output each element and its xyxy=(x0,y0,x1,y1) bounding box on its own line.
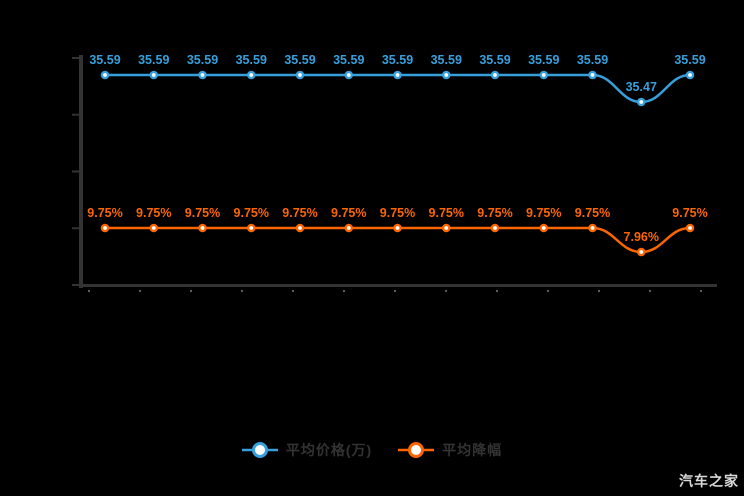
legend-item-1[interactable]: 平均降幅 xyxy=(398,440,502,460)
x-axis-tick xyxy=(393,289,397,293)
data-point-center xyxy=(688,226,692,230)
data-label: 9.75% xyxy=(672,206,707,220)
x-axis-tick xyxy=(495,289,499,293)
data-label: 35.59 xyxy=(577,53,608,67)
x-axis-tick xyxy=(189,289,193,293)
x-axis-tick xyxy=(87,289,91,293)
data-point-center xyxy=(200,226,205,230)
data-point-center xyxy=(590,73,595,77)
data-label: 35.59 xyxy=(382,53,413,67)
data-point-center xyxy=(493,226,497,230)
data-label: 9.75% xyxy=(575,206,610,220)
data-label: 9.75% xyxy=(136,206,171,220)
data-label: 35.47 xyxy=(626,80,657,94)
data-label: 35.59 xyxy=(138,53,169,67)
data-point-center xyxy=(639,250,644,254)
data-label: 9.75% xyxy=(282,206,317,220)
data-label: 9.75% xyxy=(185,206,220,220)
data-label: 9.75% xyxy=(429,206,464,220)
data-label: 35.59 xyxy=(479,53,510,67)
watermark: 汽车之家 xyxy=(679,473,739,489)
x-axis-tick xyxy=(342,289,346,293)
data-label: 9.75% xyxy=(380,206,415,220)
data-point-center xyxy=(444,226,449,230)
data-label: 35.59 xyxy=(333,53,364,67)
data-point-center xyxy=(493,73,497,77)
data-point-center xyxy=(590,226,595,230)
data-point-center xyxy=(249,226,254,230)
data-label: 35.59 xyxy=(284,53,315,67)
x-axis-tick xyxy=(291,289,295,293)
data-point-center xyxy=(541,73,546,77)
series-line-1 xyxy=(103,226,692,254)
x-axis-tick xyxy=(546,289,550,293)
data-point-center xyxy=(298,73,302,77)
x-axis-tick xyxy=(240,289,244,293)
data-point-center xyxy=(395,73,400,77)
data-point-center xyxy=(249,73,254,77)
data-label: 9.75% xyxy=(526,206,561,220)
data-point-center xyxy=(346,226,351,230)
x-axis-tick xyxy=(138,289,142,293)
x-axis-tick xyxy=(444,289,448,293)
data-label: 9.75% xyxy=(234,206,269,220)
x-axis-tick xyxy=(648,289,652,293)
x-axis-line xyxy=(79,284,717,287)
chart-legend: 平均价格(万) 平均降幅 xyxy=(0,440,744,460)
data-label: 35.59 xyxy=(89,53,120,67)
data-point-center xyxy=(151,73,156,77)
data-point-center xyxy=(444,73,449,77)
data-point-center xyxy=(151,226,156,230)
data-label: 35.59 xyxy=(431,53,462,67)
legend-line-icon xyxy=(398,442,435,458)
legend-item-0[interactable]: 平均价格(万) xyxy=(241,440,373,460)
data-point-center xyxy=(298,226,302,230)
data-label: 9.75% xyxy=(87,206,122,220)
data-point-center xyxy=(541,226,546,230)
data-label: 35.59 xyxy=(236,53,267,67)
data-label: 9.75% xyxy=(477,206,512,220)
series-line-0 xyxy=(103,73,692,104)
data-label: 7.96% xyxy=(624,230,659,244)
data-label: 35.59 xyxy=(674,53,705,67)
data-point-center xyxy=(200,73,205,77)
data-label: 35.59 xyxy=(187,53,218,67)
legend-line-icon xyxy=(241,442,278,458)
data-label: 35.59 xyxy=(528,53,559,67)
legend-label: 平均价格(万) xyxy=(285,442,373,458)
legend-label: 平均降幅 xyxy=(442,442,503,458)
footer-bar xyxy=(0,478,744,496)
y-axis-line xyxy=(79,55,83,288)
data-label: 9.75% xyxy=(331,206,366,220)
data-point-center xyxy=(346,73,351,77)
data-point-center xyxy=(103,226,107,230)
x-axis-tick xyxy=(699,289,703,293)
data-point-center xyxy=(639,100,644,104)
data-point-center xyxy=(103,73,107,77)
data-point-center xyxy=(688,73,692,77)
x-axis-tick xyxy=(597,289,601,293)
data-point-center xyxy=(395,226,400,230)
